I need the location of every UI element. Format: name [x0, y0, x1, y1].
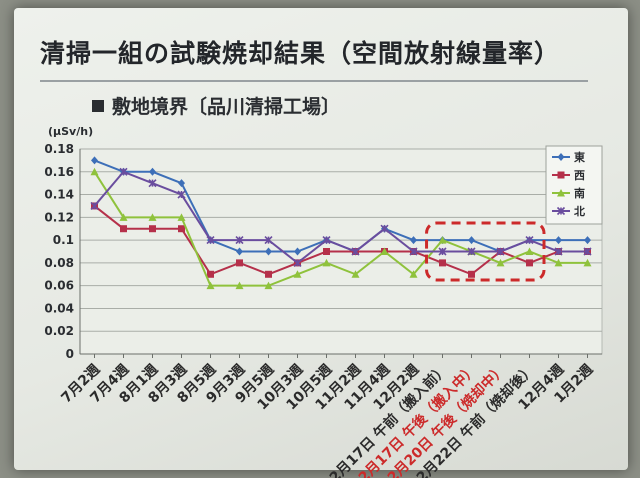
data-point	[583, 258, 592, 267]
data-point	[467, 247, 476, 256]
y-tick-label: 0.14	[44, 188, 74, 202]
data-point	[264, 281, 273, 290]
chart-subtitle: 敷地境界〔品川清掃工場〕	[92, 92, 340, 119]
data-point	[177, 190, 186, 199]
data-point	[468, 270, 475, 278]
data-point	[525, 247, 534, 255]
data-point	[90, 167, 99, 176]
y-tick-label: 0.12	[44, 210, 74, 224]
data-point	[119, 167, 128, 176]
legend-label: 東	[574, 150, 586, 164]
subtitle-text: 敷地境界〔品川清掃工場〕	[112, 96, 341, 118]
data-point	[264, 236, 273, 245]
data-point	[438, 236, 447, 244]
y-tick-label: 0.1	[53, 233, 74, 247]
legend-swatch-marker	[556, 206, 566, 216]
data-point	[554, 258, 563, 267]
data-point	[236, 247, 243, 256]
data-point	[149, 225, 156, 233]
legend-swatch-marker	[557, 171, 565, 179]
y-tick-label: 0.02	[44, 324, 74, 338]
data-point	[207, 270, 214, 278]
legend-swatch-marker	[557, 153, 565, 161]
data-point	[91, 156, 98, 165]
data-point	[120, 225, 127, 233]
data-point	[584, 236, 591, 245]
y-tick-label: 0.08	[44, 256, 74, 270]
data-point	[90, 201, 99, 211]
y-tick-label: 0.18	[44, 142, 74, 156]
y-tick-label: 0.06	[44, 279, 74, 293]
data-point	[323, 248, 330, 255]
data-point	[496, 247, 505, 256]
data-point	[149, 167, 156, 176]
series-line-3	[93, 171, 588, 287]
legend-swatch-marker	[557, 189, 565, 197]
data-point	[380, 247, 389, 255]
data-point	[409, 247, 418, 256]
data-point	[235, 236, 244, 245]
data-point	[468, 236, 475, 245]
data-point	[293, 258, 302, 267]
data-point	[438, 247, 447, 256]
data-point	[380, 224, 389, 233]
data-point	[525, 236, 534, 245]
y-tick-label: 0	[66, 347, 74, 361]
subtitle-bullet	[92, 99, 104, 112]
legend-label: 北	[574, 204, 585, 218]
data-point	[583, 247, 592, 256]
data-point	[322, 236, 331, 245]
data-point	[119, 213, 128, 221]
series-line-4	[93, 170, 588, 265]
data-point	[265, 270, 272, 278]
highlight-dashed-box	[425, 221, 546, 282]
data-point	[555, 236, 562, 245]
data-point	[526, 259, 533, 267]
data-point	[554, 247, 563, 256]
legend-label: 南	[574, 186, 585, 200]
data-point	[410, 236, 417, 245]
data-point	[439, 259, 446, 267]
data-point	[236, 259, 243, 267]
data-point	[206, 236, 215, 245]
data-point	[148, 213, 157, 221]
data-point	[235, 281, 244, 290]
data-point	[293, 270, 302, 278]
y-tick-label: 0.16	[44, 165, 74, 179]
page-title: 清掃一組の試験焼却結果（空間放射線量率）	[40, 39, 561, 68]
data-point	[409, 270, 418, 278]
data-point	[178, 225, 185, 233]
data-point	[177, 213, 186, 221]
data-point	[265, 247, 272, 256]
data-point	[351, 270, 360, 278]
data-point	[148, 179, 157, 188]
y-axis-unit-label: (μSv/h)	[48, 125, 93, 138]
data-point	[322, 258, 331, 267]
y-tick-label: 0.04	[44, 301, 74, 315]
data-point	[294, 247, 301, 256]
legend-label: 西	[574, 169, 585, 182]
data-point	[178, 179, 185, 188]
title-divider	[40, 80, 588, 82]
data-point	[351, 247, 360, 256]
data-point	[496, 258, 505, 267]
series-line-2	[93, 205, 588, 276]
data-point	[206, 281, 215, 290]
